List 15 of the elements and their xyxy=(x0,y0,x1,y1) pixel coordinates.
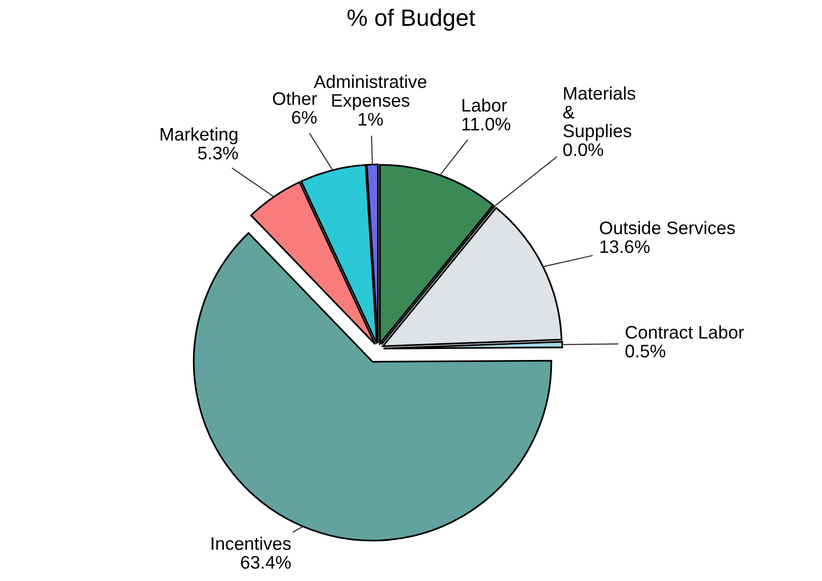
slice-label: Labor xyxy=(462,98,507,112)
data-label: 5.3% xyxy=(198,146,238,160)
slice-label: Outside Services xyxy=(600,220,735,234)
data-label: 11.0% xyxy=(462,118,510,130)
slice-label: Marketing xyxy=(160,127,238,144)
category-label: Materials & Supplies xyxy=(563,86,636,141)
slice-label: Incentives xyxy=(212,536,291,550)
data-label: 13.6% xyxy=(600,240,650,254)
data-label: 63.4% xyxy=(241,556,291,569)
data-label: 6% xyxy=(292,110,317,124)
chart-title: % of Budget xyxy=(348,8,476,31)
text: 0.0% xyxy=(563,143,604,156)
data-label: 0.5% xyxy=(625,344,666,358)
data-label: 1% xyxy=(358,112,383,126)
slice-label: Contract Labor xyxy=(626,325,744,339)
